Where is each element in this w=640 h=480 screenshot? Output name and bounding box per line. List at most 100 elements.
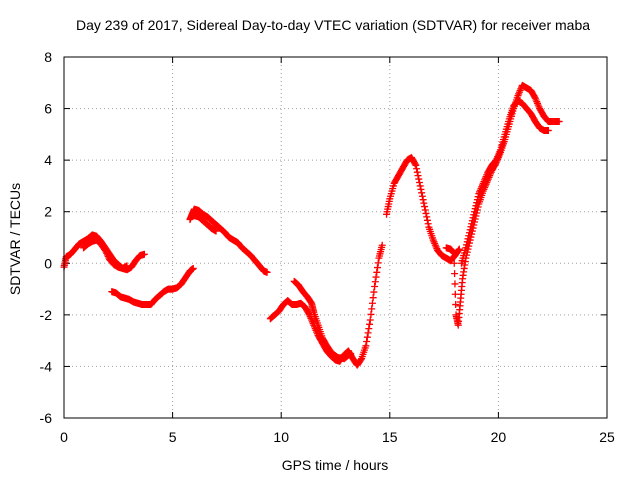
data-point xyxy=(102,248,110,256)
y-tick-labels: -6 -4 -2 0 2 4 6 8 xyxy=(40,49,53,426)
data-point xyxy=(368,305,376,313)
data-point xyxy=(419,196,427,204)
data-point xyxy=(463,241,471,249)
data-point xyxy=(362,342,370,350)
data-point xyxy=(555,117,563,125)
data-point xyxy=(416,182,424,190)
data-point xyxy=(101,246,109,254)
data-point xyxy=(413,168,421,176)
data-point xyxy=(418,192,426,200)
data-point xyxy=(103,251,111,259)
data-point xyxy=(369,294,377,302)
data-point xyxy=(468,220,476,228)
data-point xyxy=(414,172,422,180)
data-point xyxy=(104,252,112,260)
x-tick-label: 0 xyxy=(60,429,68,445)
y-tick-label: 6 xyxy=(44,101,52,117)
data-point xyxy=(103,249,111,257)
data-point xyxy=(371,282,379,290)
data-point xyxy=(364,329,372,337)
data-point xyxy=(363,338,371,346)
data-point xyxy=(413,165,421,173)
x-tick-label: 10 xyxy=(273,429,289,445)
data-point xyxy=(472,202,480,210)
data-point xyxy=(471,205,479,213)
data-point xyxy=(417,185,425,193)
data-point xyxy=(372,273,380,281)
y-tick-label: 2 xyxy=(44,204,52,220)
data-point xyxy=(462,244,470,252)
data-point xyxy=(455,246,463,254)
data-point xyxy=(422,209,430,217)
x-tick-label: 5 xyxy=(169,429,177,445)
x-tick-label: 20 xyxy=(491,429,507,445)
data-point xyxy=(465,229,473,237)
data-point xyxy=(423,216,431,224)
data-point xyxy=(357,356,365,364)
data-point xyxy=(189,264,197,272)
data-point xyxy=(450,259,458,267)
x-tick-labels: 0 5 10 15 20 25 xyxy=(60,429,615,445)
data-point xyxy=(421,203,429,211)
data-point xyxy=(370,288,378,296)
data-point xyxy=(421,206,429,214)
data-point xyxy=(455,245,463,253)
data-point xyxy=(346,350,354,358)
data-point xyxy=(412,161,420,169)
data-point xyxy=(451,280,459,288)
y-tick-label: 8 xyxy=(44,49,52,65)
data-point xyxy=(373,268,381,276)
data-point xyxy=(464,235,472,243)
y-tick-label: 4 xyxy=(44,152,52,168)
data-point xyxy=(465,232,473,240)
data-point xyxy=(471,208,479,216)
data-point xyxy=(463,238,471,246)
data-point xyxy=(123,262,131,270)
data-point xyxy=(368,299,376,307)
data-point xyxy=(473,199,481,207)
data-point xyxy=(452,301,460,309)
data-point xyxy=(470,211,478,219)
data-point xyxy=(366,316,374,324)
data-points xyxy=(60,81,563,369)
data-point xyxy=(363,333,371,341)
data-point xyxy=(531,93,539,101)
data-point xyxy=(468,217,476,225)
data-point xyxy=(466,226,474,234)
y-tick-label: -6 xyxy=(40,410,53,426)
data-point xyxy=(365,325,373,333)
data-point xyxy=(374,259,382,267)
data-point xyxy=(423,213,431,221)
data-point xyxy=(212,227,220,235)
data-point xyxy=(366,320,374,328)
data-point xyxy=(411,160,419,168)
data-point xyxy=(451,270,459,278)
data-point xyxy=(469,214,477,222)
plot-frame xyxy=(63,56,608,419)
data-point xyxy=(367,310,375,318)
data-point xyxy=(263,268,271,276)
data-point xyxy=(415,175,423,183)
data-point xyxy=(305,310,313,318)
data-point xyxy=(418,189,426,197)
chart-title: Day 239 of 2017, Sidereal Day-to-day VTE… xyxy=(76,17,590,33)
data-point xyxy=(373,264,381,272)
data-point xyxy=(140,250,148,258)
x-tick-label: 15 xyxy=(382,429,398,445)
data-point xyxy=(544,126,552,134)
y-tick-label: -4 xyxy=(40,358,53,374)
data-point xyxy=(474,193,482,201)
data-point xyxy=(467,223,475,231)
data-point xyxy=(371,278,379,286)
x-axis-label: GPS time / hours xyxy=(282,457,389,473)
y-axis-label: SDTVAR / TECUs xyxy=(7,183,23,295)
data-point xyxy=(378,241,386,249)
data-point xyxy=(420,199,428,207)
data-point xyxy=(450,249,458,257)
y-tick-label: 0 xyxy=(44,255,52,271)
y-tick-label: -2 xyxy=(40,307,53,323)
data-point xyxy=(473,196,481,204)
data-point xyxy=(424,220,432,228)
data-point xyxy=(415,178,423,186)
